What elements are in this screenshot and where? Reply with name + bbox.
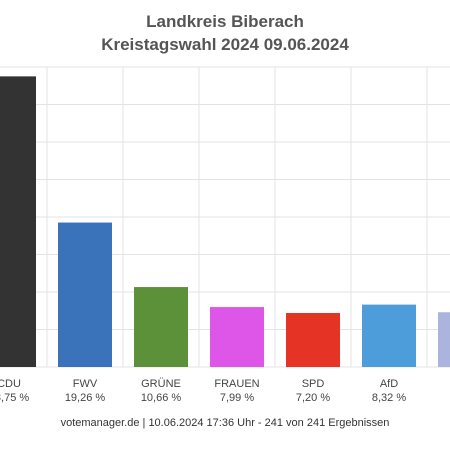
bar-afd (362, 304, 416, 367)
category-label: SPD (302, 378, 325, 390)
value-label: 7,20 % (296, 392, 330, 404)
value-labels: 38,75 %19,26 %10,66 %7,99 %7,20 %8,32 %7 (0, 392, 406, 404)
chart-subtitle: Kreistagswahl 2024 09.06.2024 (101, 35, 349, 54)
value-label: 19,26 % (65, 392, 106, 404)
category-label: FRAUEN (214, 378, 259, 390)
category-labels: CDUFWVGRÜNEFRAUENSPDAfDS (0, 378, 398, 390)
category-label: CDU (0, 378, 21, 390)
bar-spd (286, 313, 340, 367)
source-footer: votemanager.de | 10.06.2024 17:36 Uhr - … (60, 417, 390, 429)
bar-fwv (58, 222, 112, 367)
category-label: FWV (73, 378, 98, 390)
value-label: 38,75 % (0, 392, 29, 404)
bar-grüne (134, 287, 188, 367)
value-label: 8,32 % (372, 392, 406, 404)
category-label: GRÜNE (141, 378, 181, 390)
chart-title: Landkreis Biberach (146, 12, 304, 31)
value-label: 10,66 % (141, 392, 182, 404)
bars (0, 76, 450, 367)
value-label: 7,99 % (220, 392, 254, 404)
bar-cdu (0, 76, 36, 367)
category-label: AfD (380, 378, 398, 390)
bar-s (438, 312, 450, 367)
bar-frauen (210, 307, 264, 367)
